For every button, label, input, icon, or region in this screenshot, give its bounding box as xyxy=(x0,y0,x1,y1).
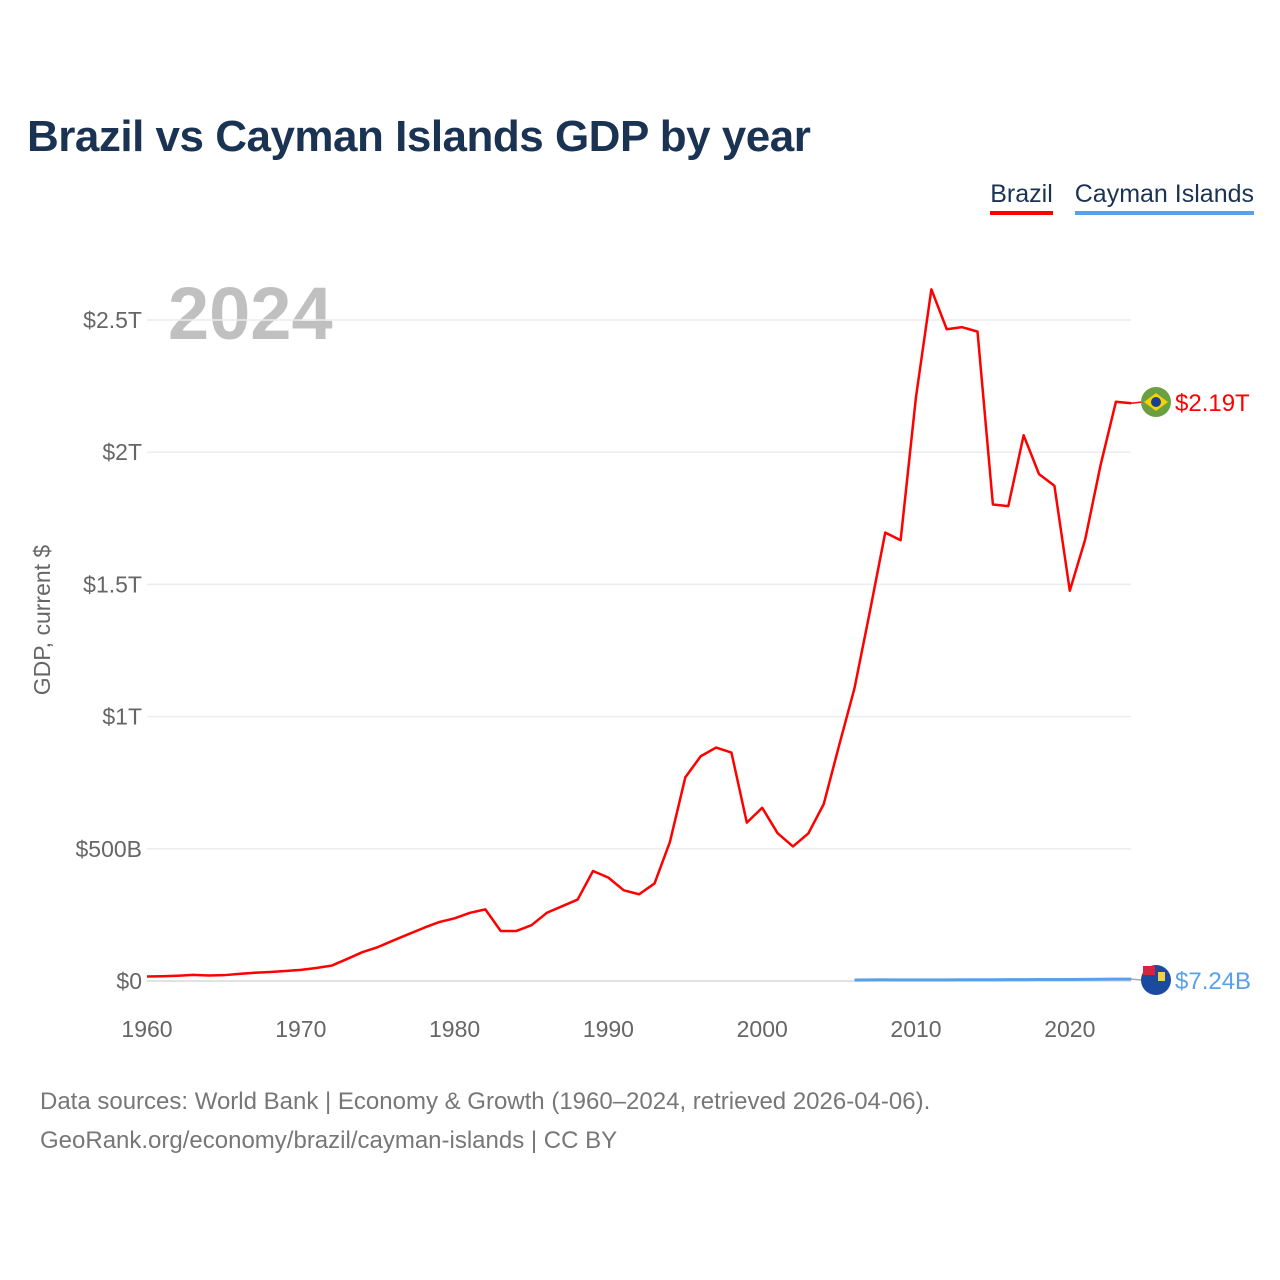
chart-title: Brazil vs Cayman Islands GDP by year xyxy=(27,112,811,161)
x-tick-label: 1970 xyxy=(275,1016,326,1042)
x-tick-label: 2000 xyxy=(737,1016,788,1042)
series-line-brazil xyxy=(146,288,1132,978)
footer: Data sources: World Bank | Economy & Gro… xyxy=(40,1082,930,1160)
end-value-label: $7.24B xyxy=(1175,968,1251,995)
y-tick-label: $1.5T xyxy=(83,571,142,597)
y-axis-label: GDP, current $ xyxy=(29,545,55,696)
source-line: Data sources: World Bank | Economy & Gro… xyxy=(40,1088,931,1115)
end-connector xyxy=(1131,978,1143,981)
cayman-flag-crest xyxy=(1158,972,1165,981)
current-year-label: 2024 xyxy=(168,272,333,355)
x-tick-label: 2010 xyxy=(890,1016,941,1042)
brazil-flag-globe xyxy=(1151,397,1161,407)
y-tick-label: $500B xyxy=(75,836,142,862)
legend-cayman-islands[interactable]: Cayman Islands xyxy=(1074,180,1254,215)
y-tick-label: $2.5T xyxy=(83,307,142,333)
series-line-cayman-islands xyxy=(854,977,1132,982)
legend-brazil[interactable]: Brazil xyxy=(990,180,1053,215)
y-tick-label: $1T xyxy=(102,704,142,730)
attribution-line: GeoRank.org/economy/brazil/cayman-island… xyxy=(40,1127,618,1154)
end-value-label: $2.19T xyxy=(1175,390,1250,417)
end-connector xyxy=(1131,401,1143,405)
legend: Brazil Cayman Islands xyxy=(990,180,1254,215)
cayman-flag-union-jack xyxy=(1143,966,1155,975)
x-tick-label: 1990 xyxy=(583,1016,634,1042)
x-tick-label: 2020 xyxy=(1044,1016,1095,1042)
y-tick-label: $0 xyxy=(116,968,142,994)
x-tick-label: 1960 xyxy=(121,1016,172,1042)
x-tick-label: 1980 xyxy=(429,1016,480,1042)
y-tick-label: $2T xyxy=(102,439,142,465)
